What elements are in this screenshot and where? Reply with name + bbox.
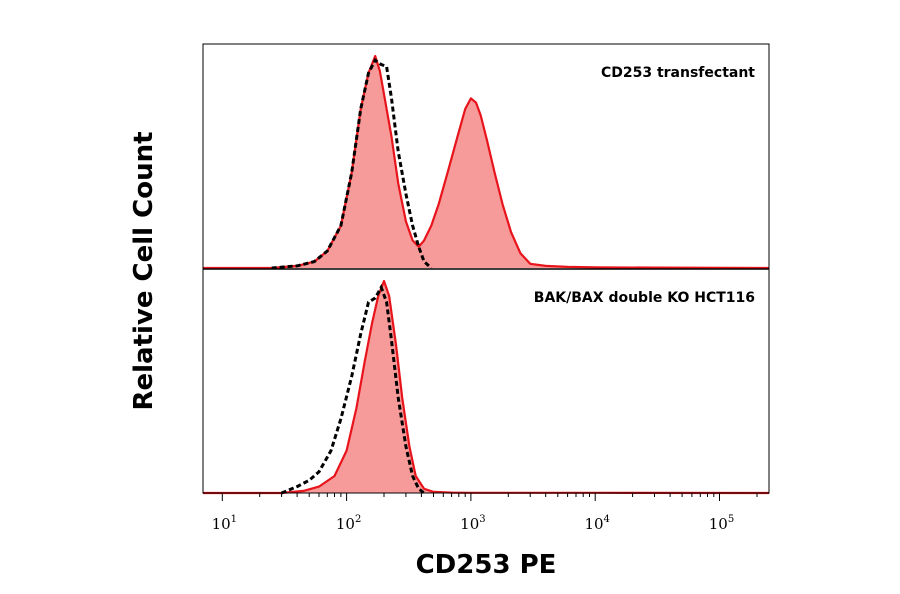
control-histogram-dashed (271, 57, 433, 270)
filled-histogram-area (203, 281, 769, 493)
top-panel (203, 54, 770, 270)
panel-label-top: CD253 transfectant (601, 65, 755, 81)
filled-histogram-outline (203, 54, 770, 270)
filled-histogram-outline (203, 279, 770, 495)
x-tick-label: 101 (212, 514, 237, 533)
x-axis-ticks: 101 102 103 104 105 (212, 493, 758, 533)
x-axis-title: CD253 PE (416, 550, 557, 580)
x-tick-label: 105 (709, 514, 734, 533)
x-tick-label: 103 (460, 514, 485, 533)
bottom-panel (203, 279, 770, 495)
control-histogram-dashed (281, 283, 426, 495)
y-axis-title: Relative Cell Count (129, 131, 159, 410)
x-tick-label: 102 (336, 514, 361, 533)
panel-label-bottom: BAK/BAX double KO HCT116 (534, 290, 755, 306)
x-tick-label: 104 (584, 514, 609, 533)
filled-histogram-area (203, 56, 769, 268)
